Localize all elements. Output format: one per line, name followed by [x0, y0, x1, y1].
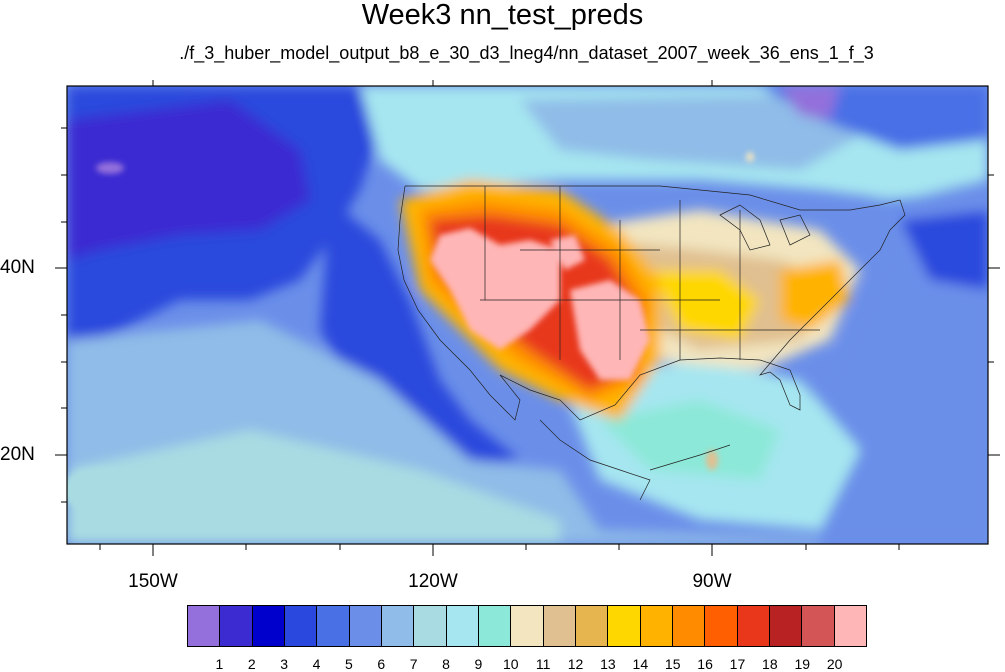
colorbar-level-label: 6 — [377, 656, 386, 672]
lat-label-40n: 40N — [0, 257, 35, 278]
colorbar-swatch — [349, 606, 382, 646]
colorbar-swatch — [188, 606, 221, 646]
colorbar-swatch — [381, 606, 415, 646]
colorbar-level-label: 14 — [632, 656, 649, 672]
colorbar-level-label: 18 — [762, 656, 778, 672]
colorbar-level-label: 7 — [409, 656, 418, 672]
colorbar-swatch — [446, 606, 479, 646]
colorbar-swatch — [317, 606, 350, 646]
colorbar-swatch — [543, 606, 576, 646]
axis-ticks — [55, 80, 1000, 556]
colorbar-swatch — [575, 606, 609, 646]
colorbar-swatch — [252, 606, 285, 646]
colorbar-level-label: 1 — [215, 656, 224, 672]
colorbar-level-label: 10 — [503, 656, 519, 672]
colorbar-level-label: 20 — [826, 656, 843, 672]
colorbar-level-label: 8 — [442, 656, 450, 672]
colorbar-swatch — [737, 606, 770, 646]
coastlines — [397, 185, 906, 501]
colorbar-swatch — [769, 606, 803, 646]
colorbar-level-label: 12 — [567, 656, 584, 672]
colorbar-swatch — [834, 606, 866, 646]
colorbar-level-label: 13 — [600, 656, 616, 672]
colorbar-swatch — [672, 606, 706, 646]
colorbar-level-label: 19 — [794, 656, 811, 672]
colorbar-level-label: 4 — [312, 656, 321, 672]
colorbar-swatch — [284, 606, 318, 646]
colorbar-level-label: 5 — [344, 656, 353, 672]
map-field — [67, 86, 988, 544]
colorbar-swatch — [414, 606, 447, 646]
colorbar-swatch — [220, 606, 253, 646]
lon-label-90w: 90W — [692, 571, 732, 592]
colorbar-level-label: 2 — [247, 656, 256, 672]
lat-label-20n: 20N — [0, 444, 35, 465]
colorbar-level-label: 9 — [474, 656, 483, 672]
map-title: Week3 nn_test_preds — [361, 0, 644, 31]
colorbar-level-label: 15 — [664, 656, 681, 672]
colorbar-level-label: 16 — [697, 656, 713, 672]
lon-label-120w: 120W — [408, 571, 458, 592]
map-subtitle: ./f_3_huber_model_output_b8_e_30_d3_lneg… — [179, 43, 874, 63]
colorbar-level-label: 11 — [535, 656, 551, 672]
colorbar-swatch — [478, 606, 512, 646]
colorbar-swatch — [705, 606, 738, 646]
colorbar-swatch — [802, 606, 835, 646]
colorbar — [187, 605, 867, 647]
colorbar-swatch — [511, 606, 544, 646]
colorbar-swatch — [608, 606, 641, 646]
colorbar-level-label: 17 — [729, 656, 746, 672]
colorbar-level-label: 3 — [280, 656, 289, 672]
lon-label-150w: 150W — [128, 571, 178, 592]
colorbar-swatch — [640, 606, 673, 646]
